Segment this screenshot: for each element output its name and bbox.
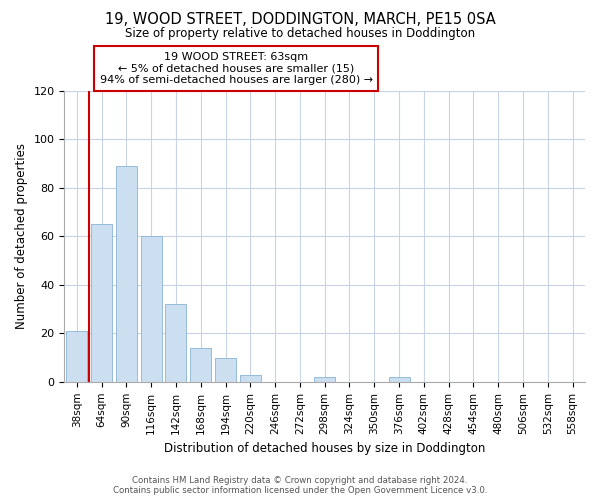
Text: 19, WOOD STREET, DODDINGTON, MARCH, PE15 0SA: 19, WOOD STREET, DODDINGTON, MARCH, PE15… [104,12,496,28]
Text: Contains HM Land Registry data © Crown copyright and database right 2024.
Contai: Contains HM Land Registry data © Crown c… [113,476,487,495]
Bar [389,377,410,382]
Bar [91,224,112,382]
Bar [240,374,261,382]
Text: 19 WOOD STREET: 63sqm
← 5% of detached houses are smaller (15)
94% of semi-detac: 19 WOOD STREET: 63sqm ← 5% of detached h… [100,52,373,85]
Bar [190,348,211,382]
Y-axis label: Number of detached properties: Number of detached properties [15,144,28,330]
Bar [166,304,187,382]
X-axis label: Distribution of detached houses by size in Doddington: Distribution of detached houses by size … [164,442,485,455]
Bar [314,377,335,382]
Bar [140,236,162,382]
Text: Size of property relative to detached houses in Doddington: Size of property relative to detached ho… [125,28,475,40]
Bar [116,166,137,382]
Bar [66,331,88,382]
Bar [215,358,236,382]
